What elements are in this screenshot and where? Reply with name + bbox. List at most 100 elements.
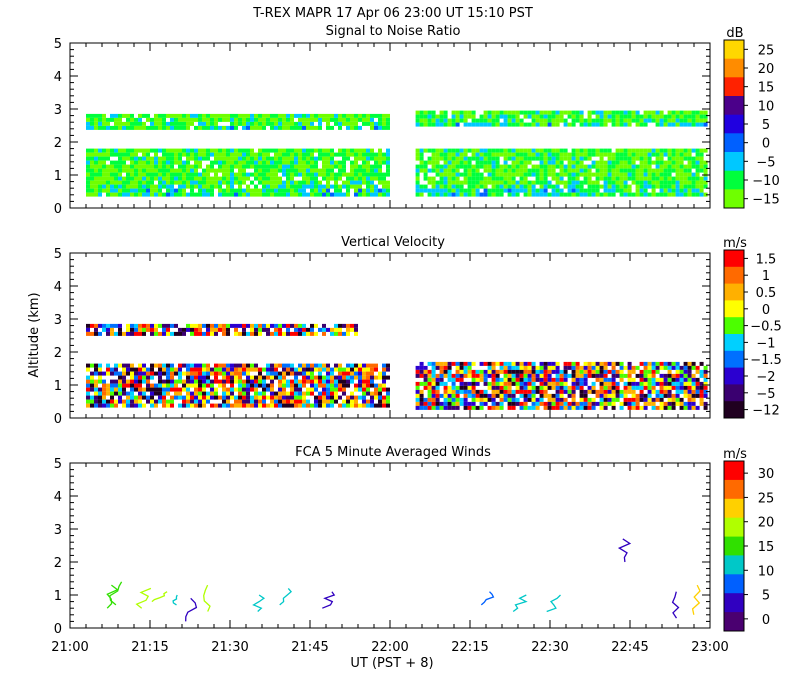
heatmap-cell: [527, 172, 532, 177]
heatmap-cell: [575, 172, 580, 177]
heatmap-cell: [659, 373, 664, 378]
heatmap-cell: [294, 399, 298, 404]
heatmap-cell: [370, 164, 374, 169]
heatmap-cell: [651, 377, 656, 382]
heatmap-cell: [386, 125, 390, 130]
wind-barb: [480, 591, 495, 606]
heatmap-cell: [142, 164, 146, 169]
heatmap-cell: [302, 184, 306, 189]
heatmap-cell: [362, 391, 366, 396]
heatmap-cell: [270, 375, 274, 380]
heatmap-cell: [419, 114, 424, 119]
heatmap-cell: [571, 365, 576, 370]
heatmap-cell: [639, 397, 644, 402]
heatmap-cell: [298, 371, 302, 376]
heatmap-cell: [455, 172, 460, 177]
heatmap-cell: [366, 121, 370, 126]
heatmap-cell: [483, 176, 488, 181]
heatmap-cell: [370, 403, 374, 408]
heatmap-cell: [631, 118, 636, 123]
heatmap-cell: [334, 383, 338, 388]
heatmap-cell: [102, 156, 106, 161]
heatmap-cell: [258, 156, 262, 161]
heatmap-cell: [278, 188, 282, 193]
heatmap-cell: [94, 176, 98, 181]
heatmap-cell: [346, 152, 350, 157]
heatmap-cell: [314, 180, 318, 185]
heatmap-cell: [222, 323, 226, 328]
heatmap-cell: [679, 373, 684, 378]
heatmap-cell: [342, 391, 346, 396]
heatmap-cell: [663, 172, 668, 177]
heatmap-cell: [475, 397, 480, 402]
heatmap-cell: [150, 117, 154, 122]
heatmap-cell: [166, 383, 170, 388]
heatmap-cell: [94, 391, 98, 396]
heatmap-cell: [643, 148, 648, 153]
heatmap-cell: [703, 405, 708, 410]
heatmap-cell: [447, 397, 452, 402]
heatmap-cell: [142, 121, 146, 126]
heatmap-cell: [386, 391, 390, 396]
heatmap-cell: [483, 188, 488, 193]
heatmap-cell: [435, 385, 440, 390]
heatmap-cell: [651, 148, 656, 153]
heatmap-cell: [531, 188, 536, 193]
heatmap-cell: [647, 148, 652, 153]
heatmap-cell: [314, 176, 318, 181]
colorbar-swatch: [724, 367, 744, 385]
heatmap-cell: [334, 391, 338, 396]
heatmap-cell: [378, 113, 382, 118]
heatmap-cell: [342, 152, 346, 157]
heatmap-cell: [150, 121, 154, 126]
heatmap-cell: [270, 387, 274, 392]
heatmap-cell: [599, 373, 604, 378]
heatmap-cell: [146, 172, 150, 177]
heatmap-cell: [298, 323, 302, 328]
heatmap-cell: [382, 121, 386, 126]
heatmap-cell: [475, 118, 480, 123]
heatmap-cell: [190, 192, 194, 197]
heatmap-cell: [310, 363, 314, 368]
heatmap-cell: [671, 114, 676, 119]
heatmap-cell: [130, 391, 134, 396]
heatmap-cell: [679, 401, 684, 406]
heatmap-cell: [186, 148, 190, 153]
heatmap-cell: [683, 168, 688, 173]
heatmap-cell: [278, 160, 282, 165]
heatmap-cell: [615, 393, 620, 398]
heatmap-cell: [206, 152, 210, 157]
heatmap-cell: [691, 389, 696, 394]
heatmap-cell: [278, 148, 282, 153]
heatmap-cell: [274, 323, 278, 328]
heatmap-cell: [270, 323, 274, 328]
heatmap-cell: [439, 180, 444, 185]
heatmap-cell: [110, 379, 114, 384]
heatmap-cell: [134, 367, 138, 372]
heatmap-cell: [270, 176, 274, 181]
heatmap-cell: [246, 184, 250, 189]
heatmap-cell: [118, 121, 122, 126]
heatmap-cell: [222, 176, 226, 181]
heatmap-cell: [659, 381, 664, 386]
heatmap-cell: [386, 399, 390, 404]
heatmap-cell: [651, 369, 656, 374]
heatmap-cell: [675, 397, 680, 402]
heatmap-cell: [266, 148, 270, 153]
heatmap-cell: [475, 164, 480, 169]
heatmap-cell: [234, 156, 238, 161]
heatmap-cell: [491, 152, 496, 157]
heatmap-cell: [415, 192, 420, 197]
heatmap-cell: [563, 373, 568, 378]
heatmap-cell: [415, 385, 420, 390]
heatmap-cell: [214, 168, 218, 173]
heatmap-cell: [579, 192, 584, 197]
heatmap-cell: [571, 118, 576, 123]
heatmap-cell: [547, 184, 552, 189]
heatmap-cell: [467, 389, 472, 394]
heatmap-cell: [583, 401, 588, 406]
heatmap-cell: [114, 121, 118, 126]
heatmap-cell: [623, 401, 628, 406]
heatmap-cell: [467, 148, 472, 153]
heatmap-cell: [659, 393, 664, 398]
